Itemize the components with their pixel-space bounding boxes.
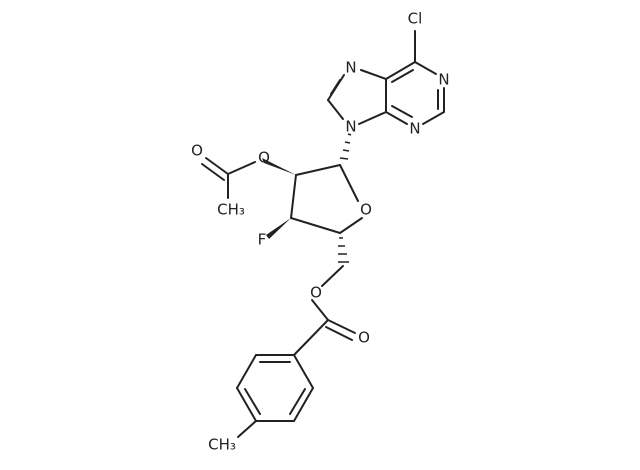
atom-label: N bbox=[345, 59, 356, 77]
atom-label: CH₃ bbox=[208, 436, 236, 454]
atom-label: Cl bbox=[408, 10, 423, 28]
atom-label: O bbox=[360, 201, 372, 219]
atom-label: O bbox=[191, 142, 203, 160]
atom-label: O bbox=[358, 329, 370, 347]
atom-labels: Cl N N N N O O O CH₃ F O O CH₃ bbox=[191, 10, 450, 454]
atom-label: O bbox=[310, 284, 322, 302]
atom-label: N bbox=[409, 120, 420, 138]
atom-label: O bbox=[258, 149, 270, 167]
bonds bbox=[201, 30, 445, 438]
atom-label: CH₃ bbox=[217, 201, 245, 219]
atom-label: N bbox=[345, 118, 356, 136]
atom-label: N bbox=[438, 71, 449, 89]
atom-label: F bbox=[258, 231, 267, 249]
stereo-bonds bbox=[262, 133, 352, 263]
